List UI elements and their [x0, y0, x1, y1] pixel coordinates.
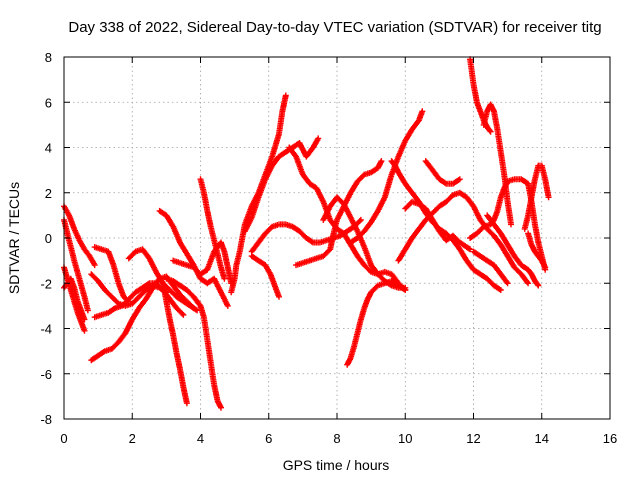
series-arc-17: [248, 253, 282, 300]
y-tick-label: -2: [40, 276, 52, 291]
marker-trail: [197, 176, 228, 282]
y-tick-label: -6: [40, 367, 52, 382]
series-arc-12: [163, 275, 224, 411]
x-tick-label: 16: [603, 431, 617, 446]
series-arc-26: [422, 158, 463, 187]
x-tick-label: 4: [197, 431, 204, 446]
marker-trail: [347, 108, 426, 246]
series-arc-19: [286, 144, 409, 293]
x-axis-label: GPS time / hours: [283, 457, 390, 473]
marker-trail: [402, 198, 474, 253]
marker-trail: [160, 280, 190, 407]
y-axis-label: SDTVAR / TECUs: [6, 182, 22, 294]
marker-trail: [344, 278, 409, 368]
marker-trail: [293, 158, 385, 269]
marker-trail: [480, 101, 514, 228]
series-arc-27: [402, 198, 474, 253]
x-tick-label: 8: [333, 431, 340, 446]
x-tick-label: 10: [398, 431, 412, 446]
marker-trail: [248, 216, 364, 255]
series-arc-11: [160, 280, 190, 407]
marker-trail: [525, 230, 549, 271]
marker-trail: [91, 244, 132, 305]
series-arc-08: [88, 271, 170, 309]
marker-trail: [248, 253, 282, 300]
y-tick-label: -8: [40, 412, 52, 427]
series-arc-28: [467, 56, 494, 135]
x-tick-label: 2: [129, 431, 136, 446]
data-points: [61, 56, 552, 411]
series-arc-25: [395, 189, 532, 287]
series-arc-07: [91, 244, 132, 305]
series-arc-14: [197, 176, 228, 282]
chart-title: Day 338 of 2022, Sidereal Day-to-day VTE…: [68, 19, 601, 36]
y-tick-label: 8: [45, 50, 52, 65]
series-arc-22: [344, 278, 409, 368]
series-arc-30: [467, 176, 549, 273]
series-arc-34: [525, 230, 549, 271]
marker-trail: [88, 271, 170, 309]
y-tick-label: -4: [40, 322, 52, 337]
marker-trail: [163, 275, 224, 411]
marker-trail: [484, 212, 542, 289]
x-tick-label: 14: [535, 431, 549, 446]
series-arc-33: [521, 162, 552, 232]
y-tick-label: 2: [45, 186, 52, 201]
y-tick-label: 4: [45, 141, 52, 156]
series-arc-32: [484, 212, 542, 289]
series-arc-23: [347, 108, 426, 246]
x-tick-label: 0: [60, 431, 67, 446]
series-arc-20: [293, 158, 385, 269]
y-tick-labels: -8 -6 -4 -2 0 2 4 6 8: [40, 50, 52, 427]
marker-trail: [467, 176, 549, 273]
marker-trail: [521, 162, 552, 232]
y-tick-label: 0: [45, 231, 52, 246]
series-arc-31: [470, 248, 511, 287]
x-tick-labels: 0 2 4 6 8 10 12 14 16: [60, 431, 617, 446]
marker-trail: [286, 144, 409, 293]
series-arc-18: [248, 216, 364, 255]
marker-trail: [395, 189, 532, 287]
series-arc-29: [480, 101, 514, 228]
marker-trail: [422, 158, 463, 187]
marker-trail: [470, 248, 511, 287]
x-tick-label: 12: [466, 431, 480, 446]
marker-trail: [467, 56, 494, 135]
y-tick-label: 6: [45, 95, 52, 110]
axis-ticks: [63, 56, 611, 420]
x-tick-label: 6: [265, 431, 272, 446]
